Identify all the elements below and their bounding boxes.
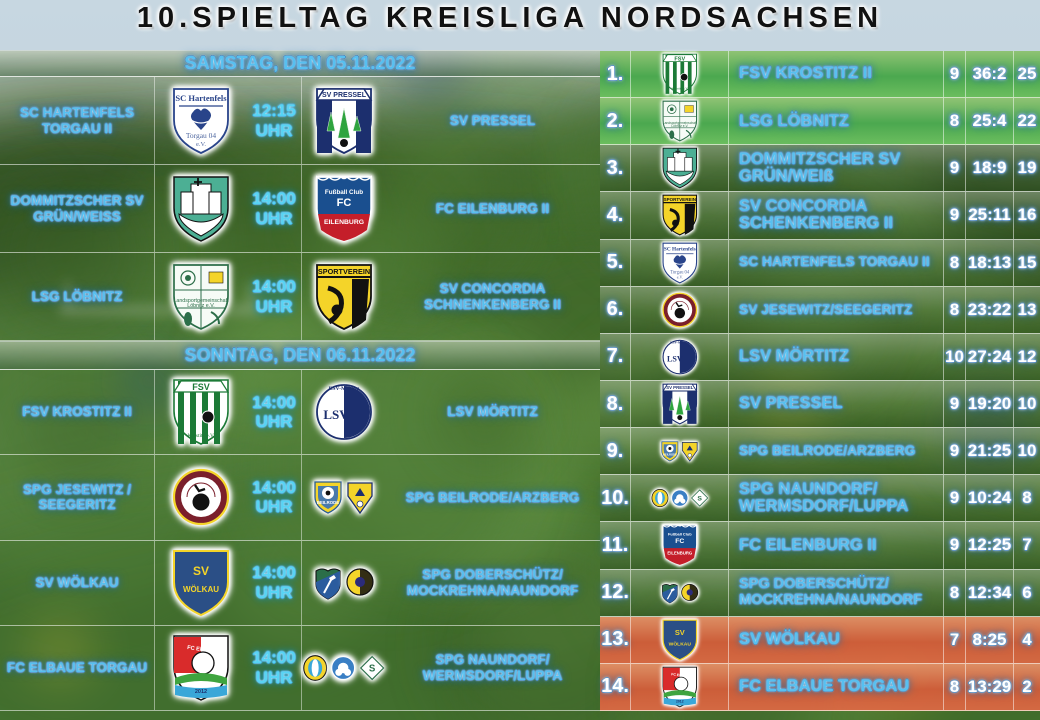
svg-text:BEILRODE: BEILRODE	[663, 453, 677, 457]
svg-text:S: S	[369, 663, 376, 674]
svg-text:2012: 2012	[195, 689, 207, 695]
svg-text:LSV: LSV	[323, 407, 349, 422]
svg-text:SC Hartenfels: SC Hartenfels	[664, 246, 696, 252]
svg-text:SV: SV	[675, 628, 685, 637]
svg-text:Krostitz e.V.: Krostitz e.V.	[188, 433, 215, 439]
svg-text:ESV-Mörtitz: ESV-Mörtitz	[670, 340, 689, 344]
svg-text:BEILRODE: BEILRODE	[316, 500, 338, 505]
svg-text:LSV: LSV	[667, 354, 683, 363]
svg-text:FSV: FSV	[674, 56, 685, 62]
svg-text:Torgau 04: Torgau 04	[186, 131, 217, 140]
svg-text:EILENBURG: EILENBURG	[667, 551, 692, 556]
svg-text:SPORTVEREIN: SPORTVEREIN	[663, 197, 695, 202]
svg-text:Fußball Club: Fußball Club	[668, 532, 692, 537]
svg-text:EILENBURG: EILENBURG	[323, 219, 363, 226]
svg-text:SV PRESSEL: SV PRESSEL	[666, 385, 694, 390]
svg-text:Löbnitz e.V.: Löbnitz e.V.	[671, 124, 688, 128]
svg-text:ESV-Mörtitz: ESV-Mörtitz	[328, 386, 359, 392]
svg-text:Krostitz e.V.: Krostitz e.V.	[671, 87, 688, 91]
svg-text:WÖLKAU: WÖLKAU	[183, 585, 219, 594]
svg-text:e.V.: e.V.	[676, 274, 682, 279]
svg-text:S: S	[697, 496, 702, 503]
svg-text:SV PRESSEL: SV PRESSEL	[322, 92, 367, 99]
svg-text:FC: FC	[336, 197, 351, 209]
svg-text:SV: SV	[193, 564, 209, 578]
svg-text:2012: 2012	[676, 699, 684, 703]
svg-text:FC: FC	[675, 539, 684, 546]
svg-text:SPORTVEREIN: SPORTVEREIN	[317, 267, 369, 276]
svg-text:FSV: FSV	[192, 382, 210, 392]
svg-text:Löbnitz e.V.: Löbnitz e.V.	[187, 303, 215, 309]
svg-text:Fußball Club: Fußball Club	[324, 189, 362, 196]
svg-text:e.V.: e.V.	[196, 141, 206, 148]
svg-text:SC Hartenfels: SC Hartenfels	[175, 93, 227, 103]
